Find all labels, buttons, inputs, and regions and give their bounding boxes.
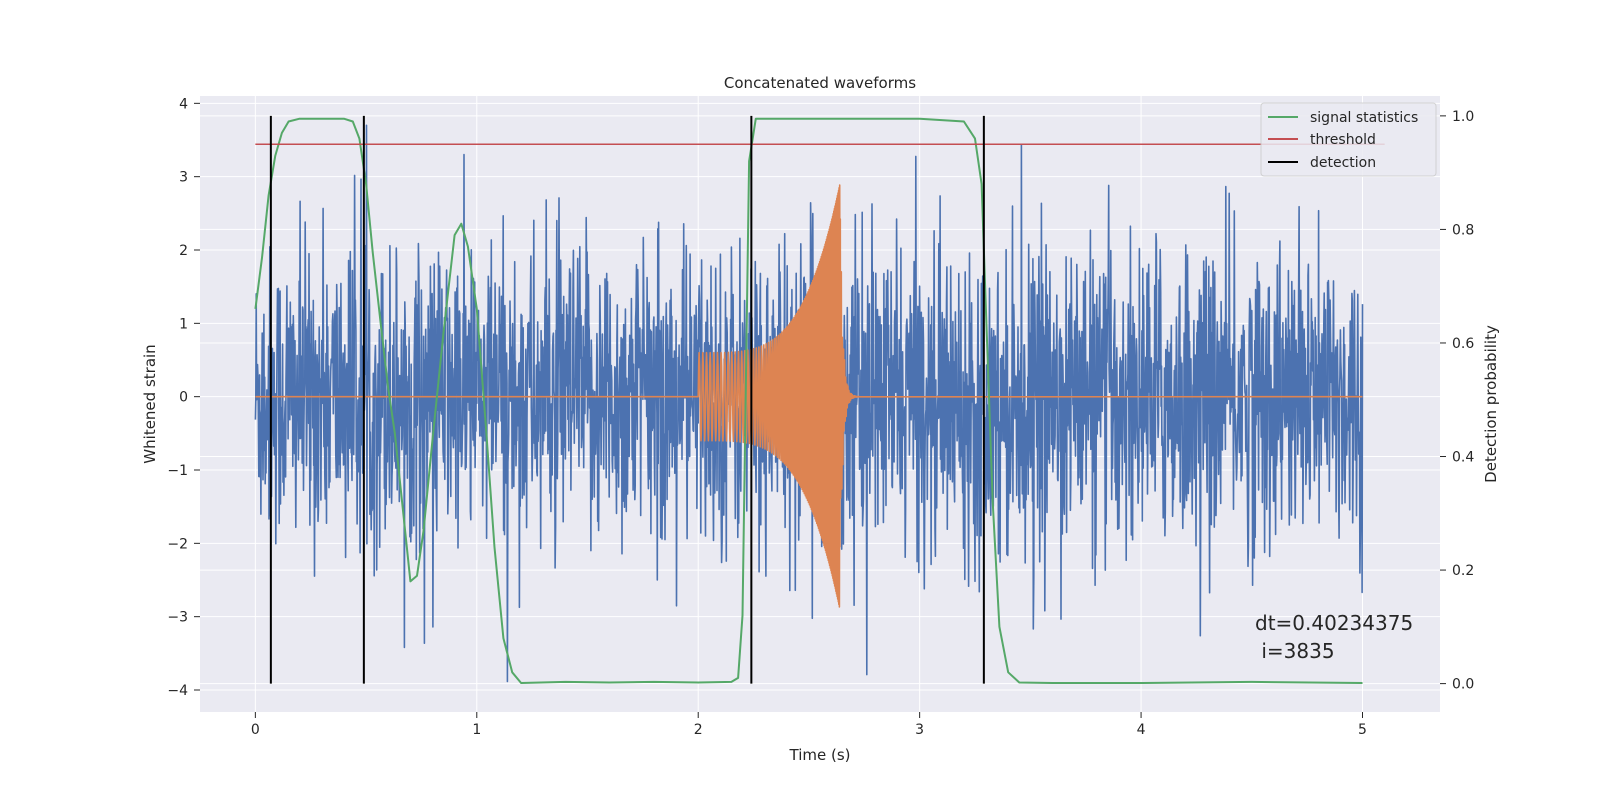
y-tick-label: 3 (179, 170, 188, 186)
y-right-tick-label: 1.0 (1452, 109, 1474, 125)
y-tick-label: 0 (179, 390, 188, 406)
legend: signal statistics threshold detection (1260, 102, 1437, 177)
y-right-tick-label: 0.2 (1452, 563, 1474, 579)
y-axis-label: Whitened strain (141, 344, 159, 463)
y-tick-label: −1 (167, 463, 188, 479)
legend-box (1260, 102, 1437, 177)
x-tick-label: 2 (694, 722, 703, 738)
y-right-tick-label: 0.6 (1452, 336, 1474, 352)
y-tick-label: 1 (179, 316, 188, 332)
x-axis-label: Time (s) (789, 746, 851, 764)
x-tick-label: 1 (472, 722, 481, 738)
x-tick-label: 0 (251, 722, 260, 738)
series-signal-statistics (254, 117, 1363, 684)
left-axis: −4 −3 −2 −1 0 1 2 3 4 (167, 96, 200, 699)
legend-label-signal-statistics: signal statistics (1310, 110, 1418, 126)
x-tick-label: 3 (915, 722, 924, 738)
series-layer (254, 115, 1385, 684)
y-tick-label: −3 (167, 610, 188, 626)
x-tick-label: 5 (1358, 722, 1367, 738)
y-tick-label: −2 (167, 536, 188, 552)
legend-label-detection: detection (1310, 155, 1376, 171)
x-axis: 0 1 2 3 4 5 (251, 712, 1367, 738)
chart-title: Concatenated waveforms (724, 74, 916, 92)
x-tick-label: 4 (1137, 722, 1146, 738)
y-right-tick-label: 0.4 (1452, 450, 1474, 466)
series-injection (255, 184, 1363, 608)
y-axis-label-right: Detection probability (1482, 325, 1500, 483)
y-tick-label: 4 (179, 96, 188, 112)
right-axis: 0.0 0.2 0.4 0.6 0.8 1.0 (1440, 109, 1474, 693)
legend-label-threshold: threshold (1310, 132, 1376, 148)
y-tick-label: 2 (179, 243, 188, 259)
y-right-tick-label: 0.0 (1452, 677, 1474, 693)
annotation-i: i=3835 (1255, 639, 1335, 663)
y-tick-label: −4 (167, 683, 188, 699)
annotation-dt: dt=0.40234375 (1255, 611, 1413, 635)
y-right-tick-label: 0.8 (1452, 222, 1474, 238)
